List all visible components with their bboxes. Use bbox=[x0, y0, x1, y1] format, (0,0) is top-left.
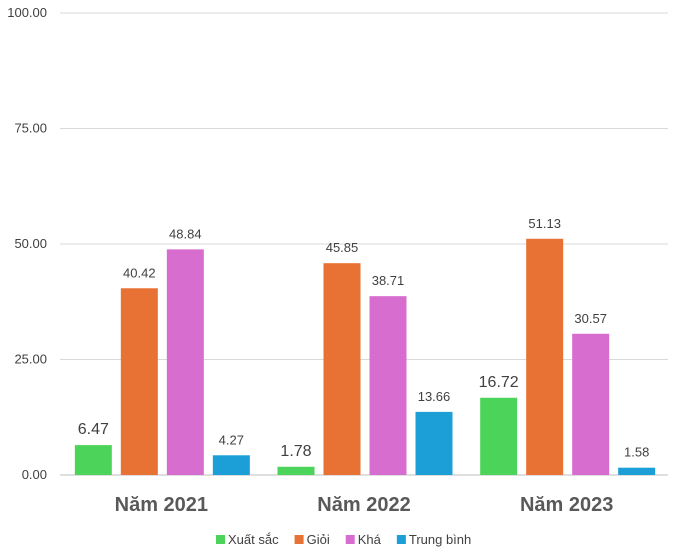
data-label: 13.66 bbox=[418, 389, 451, 404]
data-labels: 6.47 40.42 48.84 4.27 1.78 45.85 38.71 13.66 16.… bbox=[78, 216, 650, 460]
bar bbox=[212, 455, 250, 475]
gridlines bbox=[60, 12, 668, 476]
data-label: 1.78 bbox=[280, 443, 311, 460]
bar bbox=[74, 445, 112, 475]
y-tick-label: 25.00 bbox=[14, 352, 47, 367]
data-label: 40.42 bbox=[123, 265, 156, 280]
legend-swatch bbox=[294, 535, 304, 544]
x-axis-categories: Năm 2021 Năm 2022 Năm 2023 bbox=[115, 494, 614, 516]
data-label: 51.13 bbox=[528, 216, 561, 231]
bar bbox=[572, 333, 610, 475]
data-label: 30.57 bbox=[574, 311, 607, 326]
bar bbox=[415, 411, 453, 475]
bar-series bbox=[74, 238, 656, 475]
data-label: 48.84 bbox=[169, 226, 202, 241]
y-tick-label: 75.00 bbox=[14, 121, 47, 136]
y-tick-label: 50.00 bbox=[14, 236, 47, 251]
legend-label: Khá bbox=[358, 532, 382, 547]
bar bbox=[277, 466, 315, 475]
data-label: 45.85 bbox=[326, 240, 359, 255]
bar bbox=[120, 288, 158, 475]
bar bbox=[369, 296, 407, 475]
y-tick-label: 100.00 bbox=[7, 5, 47, 20]
bar bbox=[166, 249, 204, 475]
data-label: 1.58 bbox=[624, 445, 649, 460]
legend-label: Xuất sắc bbox=[228, 532, 279, 547]
bar bbox=[618, 467, 656, 475]
legend-swatch bbox=[396, 535, 406, 544]
y-tick-label: 0.00 bbox=[22, 467, 47, 482]
legend-swatch bbox=[345, 535, 355, 544]
y-axis-ticks: 0.00 25.00 50.00 75.00 100.00 bbox=[7, 5, 47, 482]
x-category-label: Năm 2021 bbox=[115, 494, 208, 516]
legend-label: Giỏi bbox=[307, 532, 330, 547]
bar bbox=[480, 397, 518, 475]
legend-swatch bbox=[216, 535, 225, 544]
legend: Xuất sắc Giỏi Khá Trung bình bbox=[216, 532, 471, 547]
bar bbox=[323, 263, 361, 475]
x-category-label: Năm 2023 bbox=[520, 494, 613, 516]
data-label: 4.27 bbox=[219, 432, 244, 447]
data-label: 6.47 bbox=[78, 421, 109, 438]
data-label: 16.72 bbox=[479, 374, 519, 391]
x-category-label: Năm 2022 bbox=[317, 494, 410, 516]
bar bbox=[526, 238, 564, 475]
data-label: 38.71 bbox=[372, 273, 405, 288]
legend-label: Trung bình bbox=[409, 532, 471, 547]
